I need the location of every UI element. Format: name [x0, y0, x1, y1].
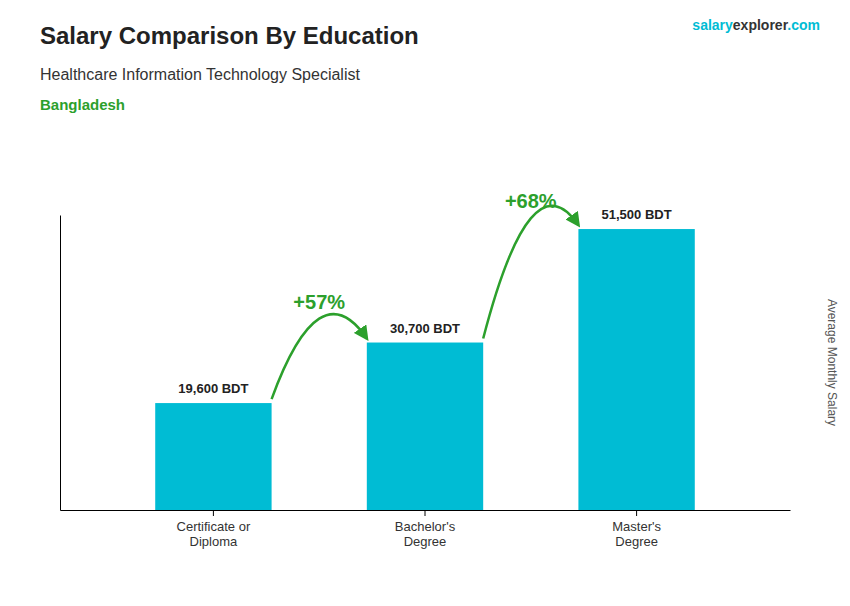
change-label: +68% — [505, 190, 557, 212]
x-axis: Certificate orDiploma Bachelor'sDegree Mas… — [61, 510, 791, 549]
x-tick-mark — [425, 510, 426, 516]
y-axis — [60, 216, 61, 511]
data-label: 51,500 BDT — [602, 207, 672, 222]
title: Salary Comparison By Education — [40, 22, 419, 49]
x-tick: Certificate orDiploma — [177, 510, 251, 549]
bar — [155, 403, 271, 510]
chart: Salary Comparison By Education Healthcare… — [0, 0, 850, 606]
bars — [155, 229, 695, 510]
change-label: +57% — [293, 291, 345, 313]
data-labels: 19,600 BDT 30,700 BDT 51,500 BDT — [178, 207, 671, 396]
subtitle: Healthcare Information Technology Specia… — [40, 66, 360, 83]
bar — [367, 343, 483, 510]
brand-part: .com — [787, 17, 820, 33]
brand: salaryexplorer.com — [692, 17, 820, 33]
bar — [578, 229, 694, 510]
brand-part: salary — [692, 17, 733, 33]
country: Bangladesh — [40, 96, 125, 113]
arrow — [483, 206, 578, 339]
data-label: 30,700 BDT — [390, 321, 460, 336]
x-tick-label: Master'sDegree — [612, 519, 661, 550]
x-tick-label: Certificate orDiploma — [177, 519, 251, 550]
brand-part: explorer — [733, 17, 789, 33]
x-tick: Master'sDegree — [612, 510, 661, 549]
x-tick: Bachelor'sDegree — [395, 510, 456, 549]
y-label: Average Monthly Salary — [825, 299, 839, 426]
x-tick-mark — [636, 510, 637, 516]
arrows: +57% +68% — [272, 190, 579, 399]
data-label: 19,600 BDT — [178, 381, 248, 396]
x-tick-label: Bachelor'sDegree — [395, 519, 456, 550]
y-axis-line — [60, 216, 61, 511]
arrow — [272, 314, 367, 399]
x-tick-mark — [213, 510, 214, 516]
plot: Certificate orDiploma Bachelor'sDegree Mas… — [61, 190, 791, 549]
